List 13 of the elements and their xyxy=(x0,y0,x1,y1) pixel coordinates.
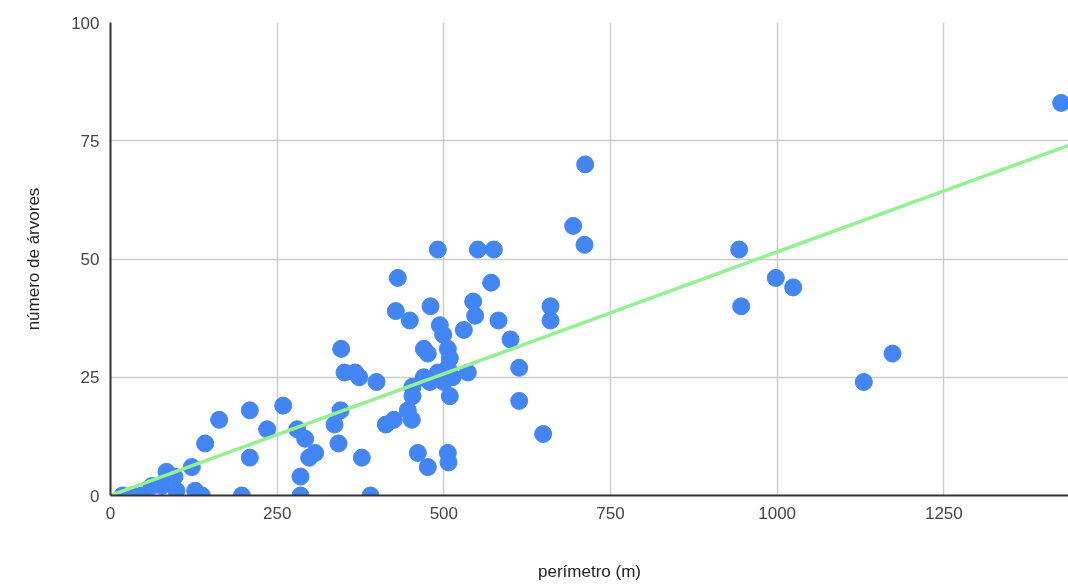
y-tick-label: 25 xyxy=(80,368,100,388)
x-axis-title: perímetro (m) xyxy=(538,561,641,581)
x-tick-label: 1250 xyxy=(924,503,963,523)
x-tick-label: 250 xyxy=(262,503,292,523)
x-tick-label: 750 xyxy=(596,503,625,523)
y-tick-label: 100 xyxy=(71,13,100,33)
x-tick-label: 500 xyxy=(429,503,459,523)
x-tick-label: 0 xyxy=(105,503,116,523)
y-axis-title: número de árvores xyxy=(24,187,44,331)
y-tick-label: 50 xyxy=(80,250,100,269)
x-tick-label: 1000 xyxy=(758,503,797,523)
y-tick-label: 75 xyxy=(80,131,100,151)
y-tick-label: 0 xyxy=(90,486,100,506)
